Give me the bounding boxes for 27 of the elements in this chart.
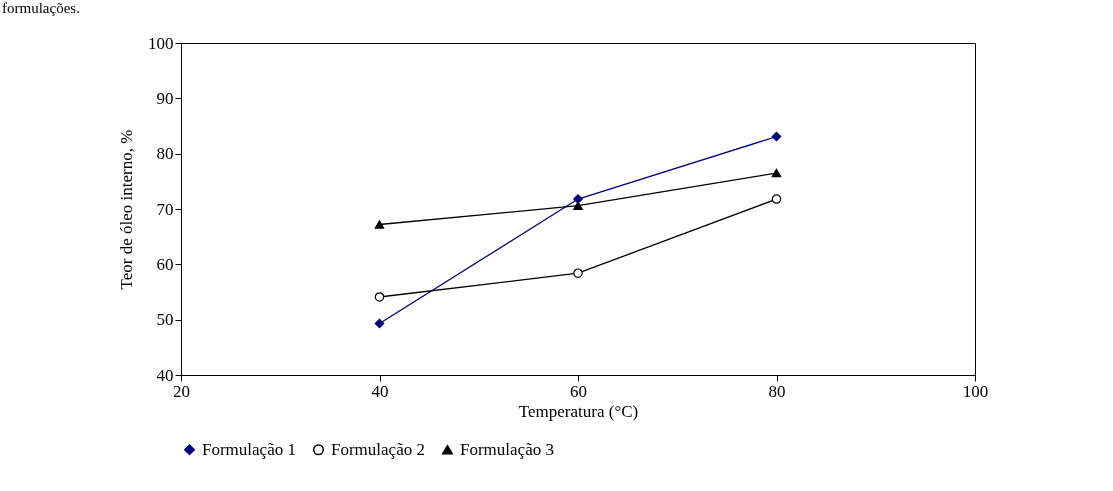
legend-label: Formulação 2 <box>331 439 425 459</box>
y-tick-label: 40 <box>156 365 174 385</box>
point <box>374 292 385 302</box>
y-tick-label: 80 <box>156 144 174 164</box>
x-axis-title: Temperatura (°C) <box>518 401 639 421</box>
point <box>771 168 782 178</box>
y-tick-label: 100 <box>148 33 174 53</box>
x-tick-label: 100 <box>962 381 989 401</box>
point <box>374 318 385 329</box>
point <box>771 194 782 204</box>
y-tick-label: 60 <box>156 254 174 274</box>
y-axis-title: Teor de óleo interno, % <box>117 129 136 290</box>
text: formulações. <box>1 0 81 16</box>
x-tick-label: 80 <box>768 381 786 401</box>
point <box>374 220 385 229</box>
y-tick-label: 90 <box>156 88 174 108</box>
y-tick-label: 70 <box>156 199 174 219</box>
x-tick-label: 20 <box>173 381 190 401</box>
legend-label: Formulação 1 <box>202 439 296 459</box>
x-tick-label: 40 <box>371 381 389 401</box>
point <box>573 268 583 278</box>
legend-label: Formulação 3 <box>460 439 554 459</box>
x-tick-label: 60 <box>570 381 587 401</box>
point <box>771 131 782 142</box>
point <box>573 201 583 210</box>
point <box>573 194 583 204</box>
y-tick-label: 50 <box>156 310 174 330</box>
